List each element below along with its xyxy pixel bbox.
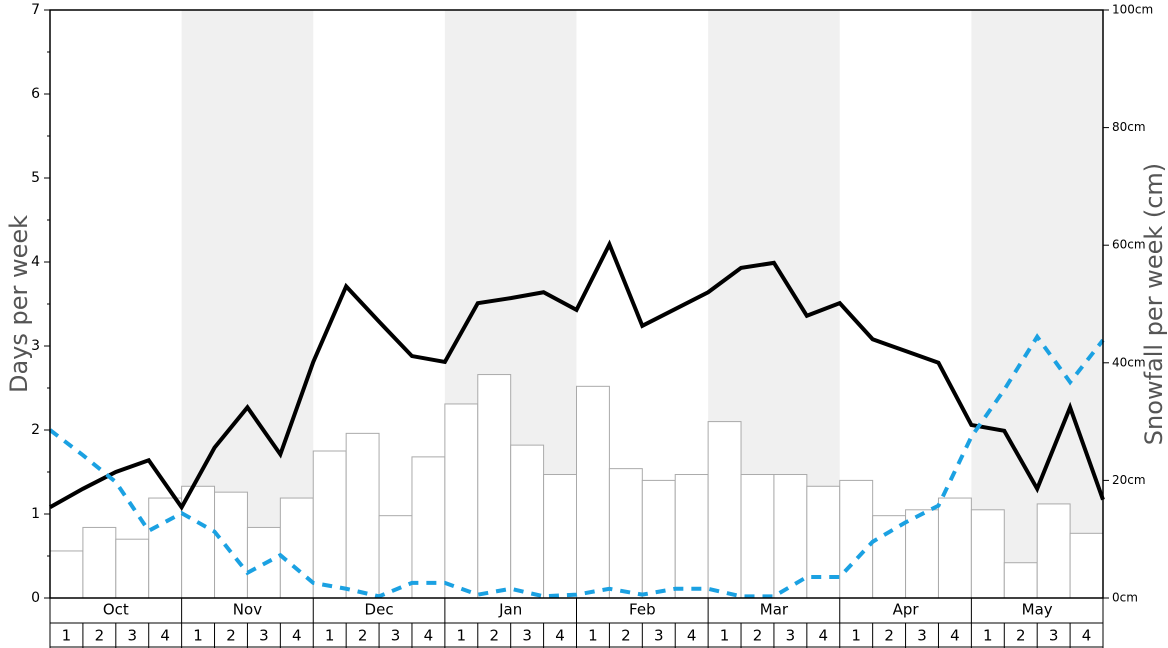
bar bbox=[477, 374, 512, 599]
week-label: 3 bbox=[127, 627, 137, 645]
week-label: 4 bbox=[950, 627, 960, 645]
week-label: 4 bbox=[292, 627, 302, 645]
week-label: 2 bbox=[621, 627, 631, 645]
bar bbox=[214, 491, 248, 599]
bar bbox=[148, 497, 183, 599]
axes: 0 1 2 3 4 5 6 7 0cm 20cm 40cm 60cm 80cm 100cm Oct 1 2 3 4 N… bbox=[31, 2, 1153, 648]
bar bbox=[49, 550, 84, 599]
month-label: Dec bbox=[365, 601, 394, 619]
y-tick-label: 1 bbox=[31, 506, 40, 522]
week-label: 2 bbox=[753, 627, 763, 645]
month-label: Feb bbox=[629, 601, 656, 619]
week-label: 3 bbox=[259, 627, 269, 645]
week-label: 2 bbox=[884, 627, 894, 645]
week-label: 1 bbox=[325, 627, 335, 645]
bar bbox=[510, 444, 545, 599]
bar bbox=[1003, 562, 1038, 599]
y2-tick-label: 20cm bbox=[1112, 473, 1146, 487]
bar bbox=[444, 403, 479, 599]
bar bbox=[641, 479, 676, 599]
y2-axis-title: Snowfall per week (cm) bbox=[1140, 163, 1168, 445]
week-label: 1 bbox=[588, 627, 598, 645]
bar bbox=[806, 485, 841, 599]
week-label: 1 bbox=[983, 627, 993, 645]
marks bbox=[48, 239, 1105, 599]
month-label: Oct bbox=[103, 601, 129, 619]
week-label: 1 bbox=[720, 627, 730, 645]
month-label: Mar bbox=[760, 601, 789, 619]
week-label: 2 bbox=[358, 627, 368, 645]
bar bbox=[279, 497, 314, 599]
bar bbox=[937, 497, 972, 599]
y-tick-label: 4 bbox=[31, 254, 40, 270]
y-tick-label: 3 bbox=[31, 338, 40, 354]
month-label: Apr bbox=[893, 601, 920, 619]
week-label: 4 bbox=[819, 627, 829, 645]
bar bbox=[378, 515, 413, 599]
week-label: 3 bbox=[522, 627, 532, 645]
bar bbox=[740, 474, 775, 599]
bar bbox=[674, 474, 709, 599]
y-tick-label: 2 bbox=[31, 422, 40, 438]
bar bbox=[345, 432, 380, 599]
week-label: 3 bbox=[1049, 627, 1059, 645]
y-tick-label: 5 bbox=[31, 170, 40, 186]
y-tick-label: 7 bbox=[31, 2, 40, 18]
y2-tick-label: 80cm bbox=[1112, 120, 1146, 134]
week-label: 3 bbox=[917, 627, 927, 645]
y2-tick-label: 40cm bbox=[1112, 355, 1146, 369]
week-label: 4 bbox=[424, 627, 434, 645]
week-label: 1 bbox=[851, 627, 861, 645]
bar bbox=[411, 456, 446, 599]
week-label: 3 bbox=[786, 627, 796, 645]
week-label: 4 bbox=[1082, 627, 1092, 645]
week-label: 1 bbox=[457, 627, 467, 645]
bar bbox=[1036, 503, 1071, 599]
y-axis-title: Days per week bbox=[5, 215, 33, 393]
week-label: 2 bbox=[1016, 627, 1026, 645]
line bbox=[48, 333, 1105, 599]
y-tick-label: 6 bbox=[31, 86, 40, 102]
bar bbox=[543, 474, 577, 599]
week-label: 2 bbox=[226, 627, 236, 645]
month-shade bbox=[971, 10, 1103, 598]
bar bbox=[839, 479, 874, 599]
bar bbox=[872, 515, 907, 599]
background bbox=[181, 10, 1103, 598]
y2-tick-label: 100cm bbox=[1112, 3, 1153, 17]
bar bbox=[970, 509, 1005, 599]
bar bbox=[576, 385, 610, 599]
week-label: 2 bbox=[489, 627, 499, 645]
bar bbox=[1069, 532, 1104, 599]
bar bbox=[82, 526, 117, 599]
week-label: 1 bbox=[193, 627, 203, 645]
week-label: 4 bbox=[555, 627, 565, 645]
week-label: 4 bbox=[687, 627, 697, 645]
y2-tick-label: 60cm bbox=[1112, 238, 1146, 252]
week-label: 2 bbox=[95, 627, 105, 645]
y2-tick-label: 0cm bbox=[1112, 591, 1138, 605]
bar bbox=[905, 509, 939, 599]
bar bbox=[608, 468, 643, 599]
week-label: 3 bbox=[654, 627, 664, 645]
line bbox=[49, 239, 1105, 512]
bar bbox=[312, 450, 347, 599]
week-label: 3 bbox=[391, 627, 401, 645]
y-tick-label: 0 bbox=[31, 590, 40, 606]
bar bbox=[115, 538, 150, 599]
month-label: May bbox=[1022, 601, 1053, 619]
bar bbox=[707, 421, 742, 599]
week-label: 1 bbox=[62, 627, 72, 645]
month-label: Nov bbox=[233, 601, 262, 619]
bar bbox=[181, 485, 216, 599]
week-label: 4 bbox=[160, 627, 170, 645]
month-label: Jan bbox=[498, 601, 522, 619]
